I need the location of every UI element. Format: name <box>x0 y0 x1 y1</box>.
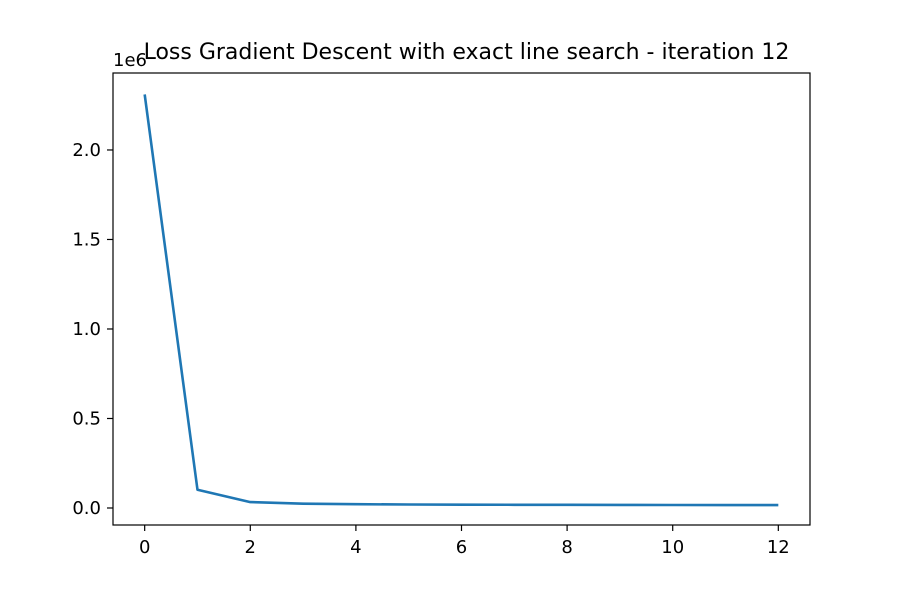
x-tick-label: 2 <box>245 537 256 558</box>
x-tick-label: 12 <box>767 537 790 558</box>
y-tick-label: 1.0 <box>72 319 101 340</box>
y-tick-label: 0.0 <box>72 498 101 519</box>
y-tick-label: 0.5 <box>72 408 101 429</box>
x-tick-label: 6 <box>456 537 467 558</box>
y-offset-label: 1e6 <box>113 50 147 71</box>
series-line <box>143 94 779 507</box>
y-tick-label: 2.0 <box>72 140 101 161</box>
chart-title: Loss Gradient Descent with exact line se… <box>144 40 790 65</box>
x-tick-label: 0 <box>139 537 150 558</box>
y-axis: 0.0 0.5 1.0 1.5 2.0 <box>72 140 113 519</box>
y-tick-label: 1.5 <box>72 229 101 250</box>
x-axis: 0 2 4 6 8 10 12 <box>139 525 790 558</box>
x-tick-label: 4 <box>350 537 361 558</box>
x-tick-label: 10 <box>661 537 684 558</box>
series-layer <box>143 94 779 507</box>
x-tick-label: 8 <box>561 537 572 558</box>
axes-frame <box>112 72 811 526</box>
